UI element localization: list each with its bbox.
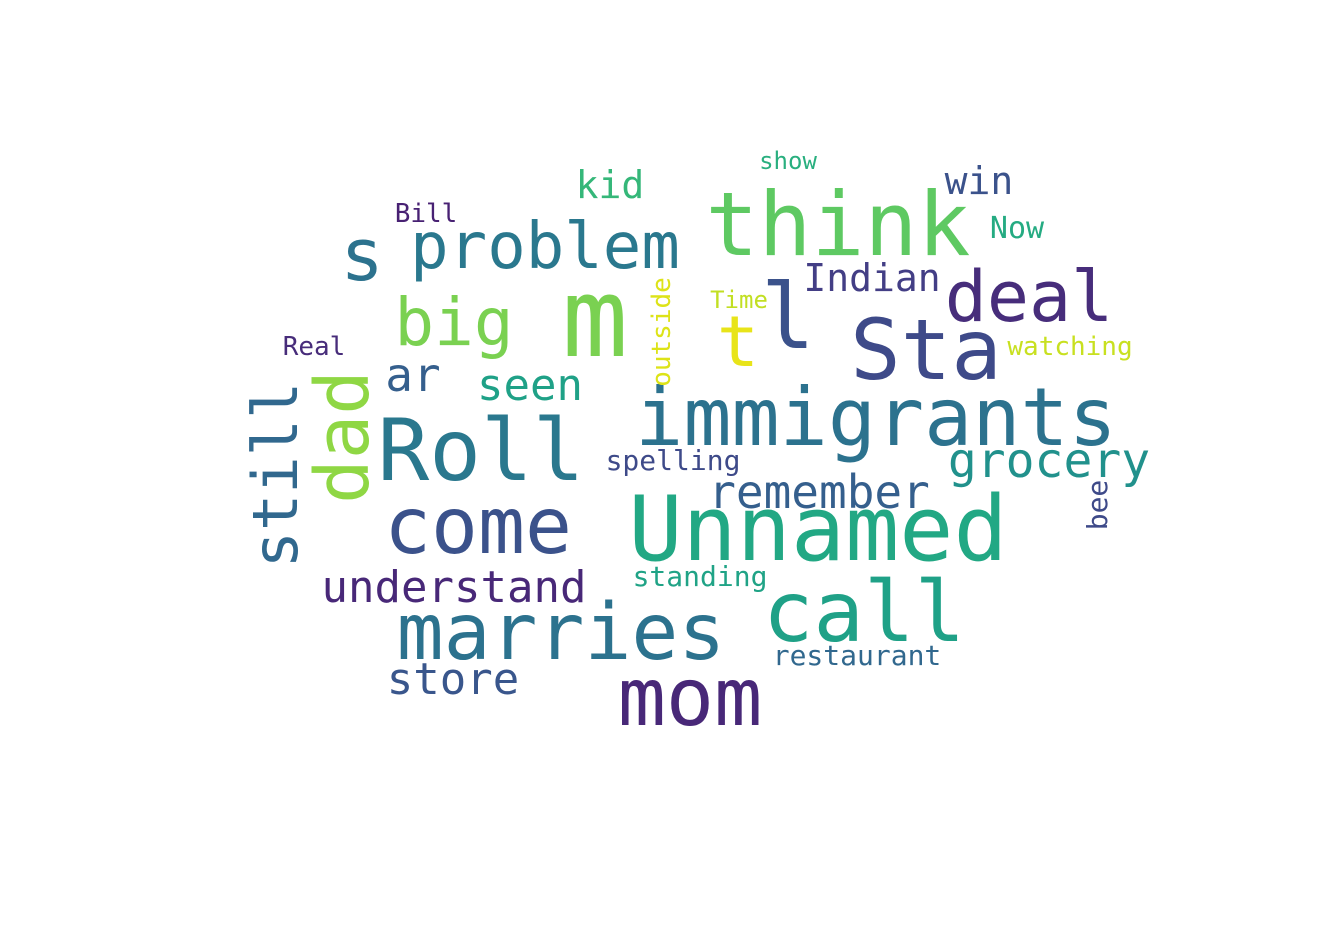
- word-indian: Indian: [803, 256, 941, 300]
- word-roll: Roll: [377, 401, 585, 501]
- word-store: store: [386, 654, 520, 705]
- word-problem: problem: [410, 210, 680, 284]
- word-now: Now: [989, 211, 1045, 246]
- word-restaurant: restaurant: [772, 639, 942, 672]
- word-still: still: [239, 381, 312, 569]
- word-think: think: [705, 173, 971, 276]
- word-dad: dad: [300, 370, 386, 504]
- word-understand: understand: [321, 562, 587, 613]
- word-t: t: [716, 301, 760, 383]
- word-l: l: [760, 265, 816, 370]
- word-big: big: [394, 284, 514, 361]
- word-grocery: grocery: [947, 433, 1151, 489]
- word-s: s: [340, 213, 384, 297]
- word-unnamed: Unnamed: [628, 477, 1008, 582]
- word-kid: kid: [575, 163, 645, 207]
- word-time: Time: [710, 286, 768, 314]
- word-marries: marries: [396, 588, 726, 678]
- word-watching: watching: [1007, 332, 1133, 362]
- word-win: win: [944, 159, 1014, 203]
- word-remember: remember: [708, 465, 930, 519]
- word-come: come: [384, 482, 572, 572]
- word-ar: ar: [385, 348, 441, 402]
- word-mom: mom: [617, 651, 763, 744]
- word-outside: outside: [647, 277, 677, 387]
- word-deal: deal: [944, 256, 1114, 338]
- word-standing: standing: [632, 560, 768, 593]
- word-seen: seen: [477, 360, 583, 411]
- word-immigrants: immigrants: [635, 371, 1117, 464]
- word-m: m: [561, 254, 629, 382]
- word-spelling: spelling: [605, 444, 741, 477]
- word-bill: Bill: [394, 199, 458, 229]
- word-sta: Sta: [850, 301, 1002, 399]
- word-bee: bee: [1081, 479, 1114, 531]
- word-call: call: [762, 563, 966, 661]
- word-real: Real: [282, 332, 346, 362]
- word-show: show: [759, 147, 817, 175]
